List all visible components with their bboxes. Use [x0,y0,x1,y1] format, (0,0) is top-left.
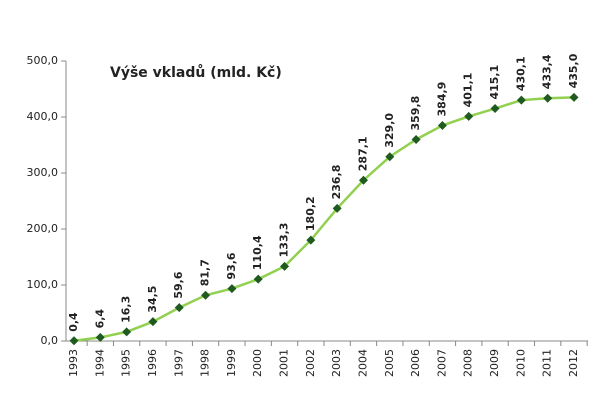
x-tick-label: 2007 [435,349,448,377]
marker [464,111,474,121]
x-tick-label: 2001 [278,349,291,377]
y-tick-label: 500,0 [27,54,59,67]
data-label: 133,3 [278,223,291,258]
data-label: 287,1 [356,136,369,171]
x-tick-label: 2002 [304,349,317,377]
data-label: 59,6 [172,271,185,298]
marker [122,327,132,337]
data-label: 16,3 [120,296,133,323]
x-tick-label: 1999 [225,349,238,377]
marker [358,175,368,185]
marker [148,317,158,327]
x-tick-label: 1993 [67,349,80,377]
x-tick-label: 2003 [330,349,343,377]
marker [490,104,500,114]
x-tick-label: 2006 [409,349,422,377]
x-tick-label: 2011 [541,349,554,377]
y-tick-label: 300,0 [27,166,59,179]
x-tick-label: 1994 [93,349,106,377]
data-label: 0,4 [67,312,80,332]
data-label: 110,4 [251,235,264,270]
marker [280,261,290,271]
data-label: 435,0 [567,53,580,88]
x-tick-label: 2004 [356,349,369,377]
marker [516,95,526,105]
marker [306,235,316,245]
x-tick-label: 1998 [199,349,212,377]
marker [174,303,184,313]
x-tick-label: 2012 [567,349,580,377]
data-label: 329,0 [383,113,396,148]
y-tick-label: 200,0 [27,222,59,235]
data-label: 81,7 [199,259,212,286]
data-label: 34,5 [146,286,159,313]
marker [69,336,79,346]
x-tick-label: 1995 [120,349,133,377]
marker [227,284,237,294]
marker [253,274,263,284]
marker [332,203,342,213]
x-tick-label: 1996 [146,349,159,377]
data-label: 93,6 [225,252,238,279]
data-label: 430,1 [514,56,527,91]
marker [437,120,447,130]
y-tick-label: 100,0 [27,278,59,291]
data-label: 6,4 [93,309,106,329]
y-tick-label: 400,0 [27,110,59,123]
series-line [73,96,575,343]
data-label: 401,1 [462,73,475,108]
marker [569,92,579,102]
marker [201,290,211,300]
data-label: 384,9 [435,82,448,117]
marker [385,152,395,162]
x-tick-label: 2005 [383,349,396,377]
marker [95,332,105,342]
data-label: 180,2 [304,196,317,231]
marker [543,93,553,103]
data-label: 433,4 [541,54,554,89]
chart-title: Výše vkladů (mld. Kč) [110,64,282,81]
x-tick-label: 2010 [514,349,527,377]
marker [411,135,421,145]
data-label: 415,1 [488,65,501,100]
y-tick-label: 0,0 [41,334,59,347]
x-tick-label: 2000 [251,349,264,377]
data-label: 236,8 [330,165,343,200]
x-tick-label: 1997 [172,349,185,377]
x-tick-label: 2008 [462,349,475,377]
data-label: 359,8 [409,96,422,131]
x-tick-label: 2009 [488,349,501,377]
